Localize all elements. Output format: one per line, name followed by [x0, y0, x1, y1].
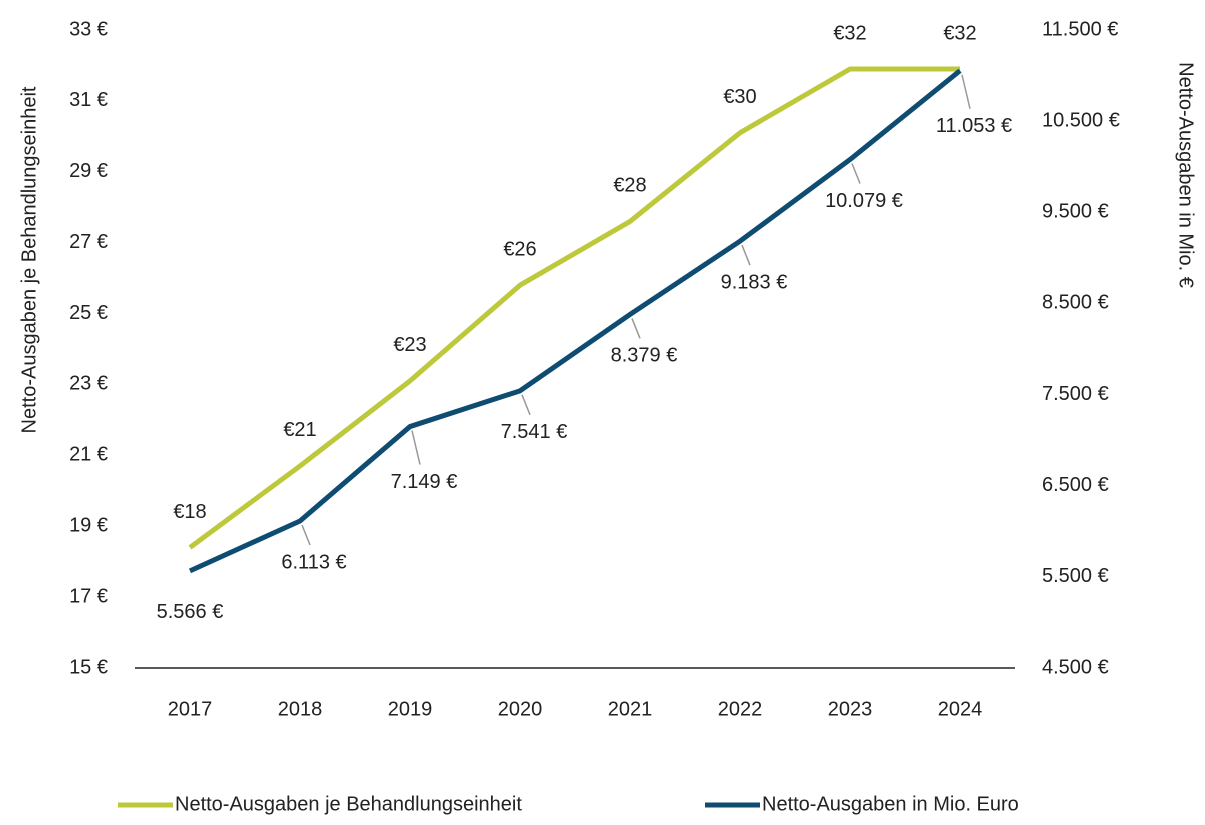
x-tick-label: 2019: [388, 698, 433, 720]
data-label: 9.183 €: [721, 271, 788, 293]
data-label: €32: [943, 22, 976, 44]
y-tick-label: 29 €: [69, 160, 108, 182]
x-tick-label: 2017: [168, 698, 213, 720]
leader-line: [631, 318, 641, 339]
y2-tick-label: 8.500 €: [1042, 292, 1109, 314]
y-tick-label: 17 €: [69, 585, 108, 607]
data-label: 7.149 €: [391, 471, 458, 493]
x-tick-label: 2022: [718, 698, 763, 720]
y-tick-label: 15 €: [69, 656, 108, 678]
y-tick-label: 19 €: [69, 515, 108, 537]
line-series: [188, 66, 960, 550]
y2-axis-title: Netto-Ausgaben in Mio. €: [1175, 62, 1197, 288]
y2-tick-label: 6.500 €: [1042, 474, 1109, 496]
legend-label: Netto-Ausgaben in Mio. Euro: [762, 793, 1019, 815]
data-label: €18: [173, 501, 206, 523]
y-tick-label: 27 €: [69, 231, 108, 253]
data-label: 8.379 €: [611, 345, 678, 367]
y2-tick-label: 4.500 €: [1042, 656, 1109, 678]
y2-tick-label: 10.500 €: [1042, 109, 1120, 131]
x-tick-label: 2020: [498, 698, 543, 720]
y-tick-label: 31 €: [69, 89, 108, 111]
leader-line: [961, 74, 971, 109]
y-axis-title: Netto-Ausgaben je Behandlungseinheit: [18, 86, 40, 433]
y-tick-label: 33 €: [69, 18, 108, 40]
x-tick-label: 2024: [938, 698, 983, 720]
data-label: 7.541 €: [501, 421, 568, 443]
data-label: €30: [723, 86, 756, 108]
data-label: €28: [613, 175, 646, 197]
leader-line: [521, 394, 531, 416]
data-label: 5.566 €: [157, 601, 224, 623]
y-tick-label: 25 €: [69, 302, 108, 324]
y2-tick-label: 11.500 €: [1042, 18, 1118, 40]
line-series: [188, 68, 962, 574]
y2-tick-label: 7.500 €: [1042, 383, 1109, 405]
leader-line: [411, 430, 421, 465]
leader-line: [741, 244, 751, 266]
data-label: €26: [503, 238, 536, 260]
y-tick-label: 23 €: [69, 373, 108, 395]
y2-tick-label: 5.500 €: [1042, 565, 1109, 587]
data-label: 6.113 €: [281, 551, 346, 573]
data-label: €23: [393, 334, 426, 356]
legend-label: Netto-Ausgaben je Behandlungseinheit: [175, 793, 522, 815]
x-tick-label: 2023: [828, 698, 873, 720]
y2-tick-label: 9.500 €: [1042, 201, 1109, 223]
leader-line: [851, 163, 861, 184]
data-label: €21: [283, 419, 316, 441]
leader-line: [301, 524, 311, 546]
data-label: 10.079 €: [825, 190, 903, 212]
data-label: €32: [833, 22, 866, 44]
x-tick-label: 2018: [278, 698, 323, 720]
x-tick-label: 2021: [608, 698, 653, 720]
data-label: 11.053 €: [936, 115, 1012, 137]
y-tick-label: 21 €: [69, 444, 108, 466]
